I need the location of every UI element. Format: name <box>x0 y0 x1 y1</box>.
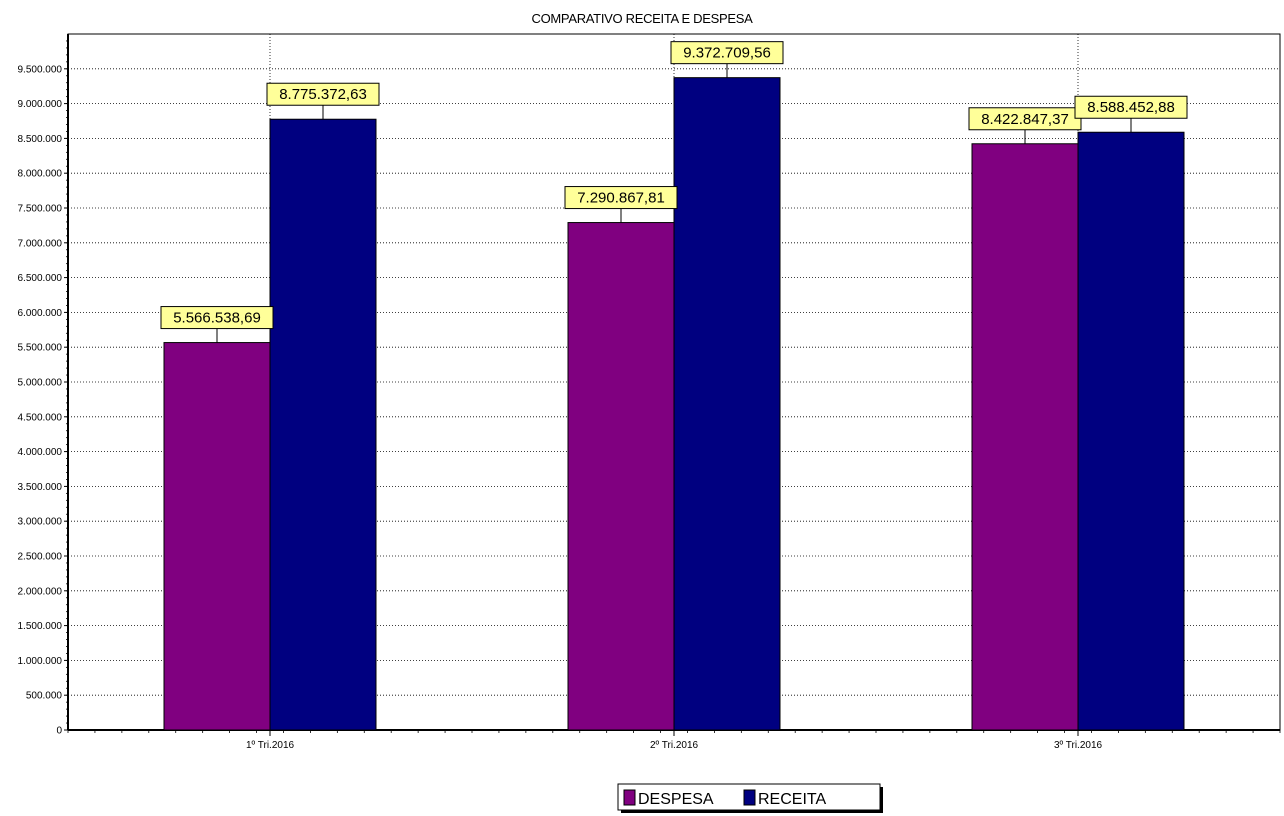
y-tick-label: 3.000.000 <box>18 517 63 528</box>
y-tick-label: 0 <box>56 726 62 737</box>
data-label-box <box>1074 95 1188 119</box>
y-tick-label: 7.000.000 <box>18 238 63 249</box>
x-tick-label: 3º Tri.2016 <box>1054 740 1103 751</box>
chart-title: COMPARATIVO RECEITA E DESPESA <box>531 11 753 26</box>
y-tick-label: 2.000.000 <box>18 586 63 597</box>
x-tick-label: 2º Tri.2016 <box>650 740 699 751</box>
data-label: 8.422.847,37 <box>981 111 1069 128</box>
data-label-box <box>564 186 678 210</box>
data-label-box <box>160 306 274 330</box>
legend-label-receita: RECEITA <box>758 791 826 808</box>
bar-despesa <box>971 143 1079 731</box>
legend-label-despesa: DESPESA <box>638 791 714 808</box>
y-tick-label: 9.500.000 <box>18 64 63 75</box>
legend: DESPESA RECEITA <box>617 783 883 813</box>
data-labels: 5.566.538,69 7.290.867,81 8.422.847,37 8.77… <box>160 41 1188 343</box>
y-tick-label: 5.000.000 <box>18 378 63 389</box>
data-label: 7.290.867,81 <box>577 190 665 207</box>
data-label: 8.588.452,88 <box>1087 99 1175 116</box>
y-tick-label: 4.000.000 <box>18 447 63 458</box>
plot-area: 0 500.000 1.000.000 1.500.000 2.000.000 2.500… <box>18 33 1281 751</box>
bar-receita <box>1077 131 1185 731</box>
y-tick-label: 3.500.000 <box>18 482 63 493</box>
legend-swatch-despesa <box>623 789 636 806</box>
bar-despesa <box>567 222 675 731</box>
y-tick-label: 6.500.000 <box>18 273 63 284</box>
y-tick-label: 6.000.000 <box>18 308 63 319</box>
x-tick-label: 1º Tri.2016 <box>246 740 295 751</box>
y-tick-label: 2.500.000 <box>18 552 63 563</box>
data-label: 9.372.709,56 <box>683 45 771 62</box>
y-tick-label: 8.500.000 <box>18 134 63 145</box>
y-tick-label: 1.500.000 <box>18 621 63 632</box>
bar-receita <box>673 77 781 731</box>
y-tick-label: 1.000.000 <box>18 656 63 667</box>
bar-receita <box>269 118 377 731</box>
y-tick-label: 500.000 <box>26 691 63 702</box>
y-tick-label: 5.500.000 <box>18 343 63 354</box>
data-label-box <box>670 41 784 65</box>
data-label: 8.775.372,63 <box>279 86 367 103</box>
y-tick-label: 8.000.000 <box>18 169 63 180</box>
bar-despesa <box>163 342 271 731</box>
y-tick-label: 7.500.000 <box>18 204 63 215</box>
data-label-box <box>968 107 1082 131</box>
y-tick-label: 4.500.000 <box>18 412 63 423</box>
data-label: 5.566.538,69 <box>173 310 261 327</box>
legend-swatch-receita <box>743 789 756 806</box>
y-tick-label: 9.000.000 <box>18 99 63 110</box>
data-label-box <box>266 82 380 106</box>
